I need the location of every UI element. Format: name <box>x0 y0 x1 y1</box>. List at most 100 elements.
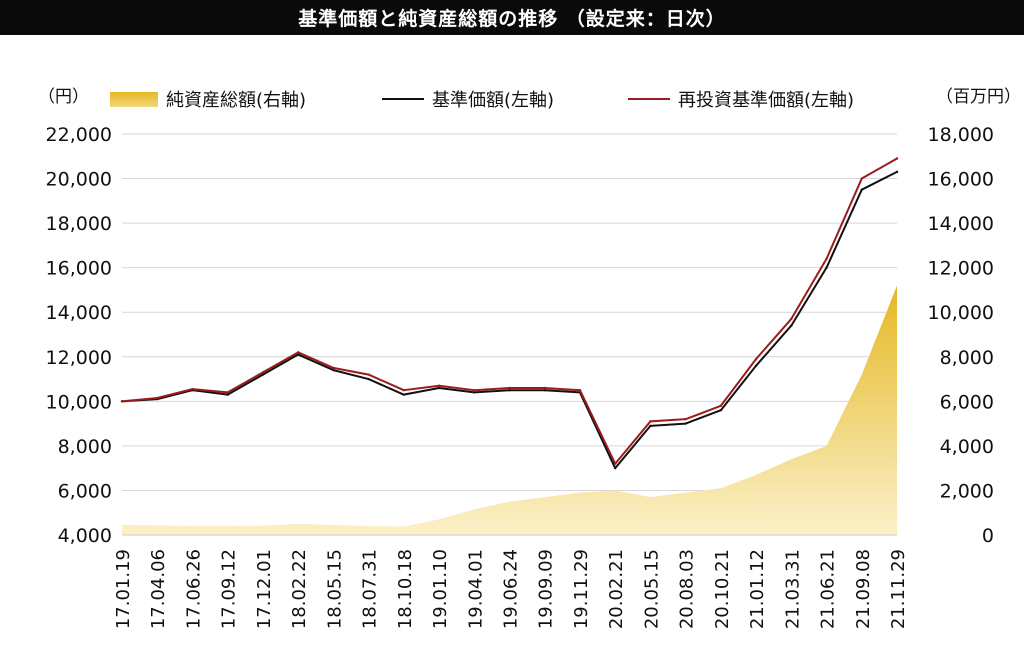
legend-item-nav: 基準価額(左軸) <box>382 86 554 112</box>
nav-line-point <box>684 422 687 425</box>
reinvested-nav-line-point <box>790 317 793 321</box>
nav-line-point <box>719 409 723 412</box>
x-tick-label: 18.02.22 <box>289 549 310 629</box>
nav-line-point <box>649 424 652 428</box>
legend-item-reinvested: 再投資基準価額(左軸) <box>628 86 854 112</box>
y-right-tick-label: 6,000 <box>940 391 994 413</box>
x-tick-label: 19.11.29 <box>571 549 592 629</box>
reinvested-nav-line-point <box>578 388 582 392</box>
reinvested-nav-line-point <box>332 366 335 370</box>
y-right-tick-label: 12,000 <box>928 258 994 280</box>
x-tick-label: 19.01.10 <box>430 549 451 629</box>
left-axis-unit: （円） <box>38 87 89 107</box>
nav-line <box>121 170 898 470</box>
reinvested-nav-line-point <box>296 351 300 354</box>
reinvested-nav-line-point <box>261 371 265 374</box>
x-tick-label: 20.10.21 <box>712 549 733 629</box>
x-tick-label: 20.02.21 <box>606 549 627 629</box>
x-tick-label: 20.08.03 <box>677 549 698 629</box>
legend-label-aum: 純資産総額(右軸) <box>166 90 307 111</box>
reinvested-nav-line-point <box>754 357 758 361</box>
x-tick-label: 21.01.12 <box>747 549 768 629</box>
y-left-tick-label: 22,000 <box>46 124 112 146</box>
y-right-tick-label: 14,000 <box>928 213 994 235</box>
reinvested-nav-line-point <box>437 384 441 387</box>
reinvested-nav-line-point <box>649 420 652 423</box>
nav-line-point <box>437 386 441 390</box>
reinvested-nav-line <box>121 157 898 465</box>
y-left-tick-label: 4,000 <box>58 525 112 547</box>
nav-line-point <box>860 188 863 191</box>
reinvested-nav-line-point <box>543 386 546 390</box>
legend-label-nav: 基準価額(左軸) <box>432 90 555 111</box>
y-right-tick-label: 16,000 <box>928 169 994 191</box>
nav-line-point <box>332 368 335 372</box>
nav-line-point <box>508 388 511 392</box>
reinvested-nav-line-point <box>825 257 828 260</box>
reinvested-nav-line-point <box>367 373 370 376</box>
nav-line-point <box>754 364 758 367</box>
x-tick-label: 17.04.06 <box>148 549 169 629</box>
x-tick-label: 20.05.15 <box>641 549 662 629</box>
y-left-tick-label: 14,000 <box>46 302 112 324</box>
nav-line-point <box>367 377 370 381</box>
nav-line-point <box>895 170 899 174</box>
chart-title: 基準価額と純資産総額の推移 （設定来：日次） <box>298 8 726 30</box>
x-tick-label: 17.06.26 <box>183 549 204 629</box>
x-tick-label: 17.09.12 <box>219 549 240 629</box>
x-tick-label: 21.03.31 <box>782 549 803 629</box>
x-tick-label: 19.06.24 <box>501 549 522 629</box>
y-left-tick-label: 16,000 <box>46 258 112 280</box>
x-tick-label: 21.11.29 <box>888 549 909 629</box>
nav-line-point <box>825 266 828 269</box>
x-tick-label: 19.09.09 <box>536 549 557 629</box>
y-left-tick-label: 8,000 <box>58 436 112 458</box>
nav-line-point <box>543 388 546 392</box>
right-axis-unit: （百万円） <box>936 87 1021 107</box>
x-tick-label: 19.04.01 <box>465 549 486 629</box>
nav-line-point <box>613 466 617 470</box>
y-left-tick-label: 10,000 <box>46 391 112 413</box>
reinvested-nav-line-point <box>719 404 723 407</box>
nav-line-point <box>261 373 265 376</box>
y-right-tick-label: 8,000 <box>940 347 994 369</box>
x-tick-label: 17.12.01 <box>254 549 275 629</box>
x-tick-label: 18.07.31 <box>360 549 381 629</box>
x-tick-label: 21.06.21 <box>818 549 839 629</box>
reinvested-nav-line-point <box>684 417 687 421</box>
aum-area <box>122 285 897 535</box>
reinvested-nav-line-point <box>895 157 899 160</box>
reinvested-nav-line-point <box>156 396 159 400</box>
reinvested-nav-line-point <box>473 388 476 392</box>
reinvested-nav-line-point <box>613 462 617 465</box>
y-right-tick-label: 2,000 <box>940 480 994 502</box>
x-tick-label: 18.10.18 <box>395 549 416 629</box>
nav-line-point <box>473 391 476 394</box>
nav-line-point <box>226 393 229 396</box>
legend-swatch-nav <box>382 98 424 100</box>
nav-line-point <box>790 324 793 327</box>
y-left-tick-label: 18,000 <box>46 213 112 235</box>
x-tick-label: 17.01.19 <box>113 549 134 629</box>
reinvested-nav-line-point <box>508 386 511 390</box>
legend-item-aum: 純資産総額(右軸) <box>110 86 306 112</box>
legend-swatch-reinvested <box>628 98 670 100</box>
nav-line-point <box>402 393 406 396</box>
legend-label-reinvested: 再投資基準価額(左軸) <box>678 90 855 111</box>
y-left-tick-label: 20,000 <box>46 169 112 191</box>
chart-title-bar: 基準価額と純資産総額の推移 （設定来：日次） <box>0 0 1024 35</box>
reinvested-nav-line-point <box>226 391 229 394</box>
x-tick-label: 18.05.15 <box>324 549 345 629</box>
legend-swatch-aum <box>110 91 158 107</box>
reinvested-nav-line-point <box>860 177 863 180</box>
y-right-tick-label: 18,000 <box>928 124 994 146</box>
y-right-tick-label: 10,000 <box>928 302 994 324</box>
y-right-tick-label: 0 <box>982 525 994 547</box>
nav-line-point <box>296 353 300 356</box>
y-left-tick-label: 12,000 <box>46 347 112 369</box>
reinvested-nav-line-point <box>120 400 124 403</box>
reinvested-nav-line-point <box>191 387 194 391</box>
reinvested-nav-line-point <box>402 388 406 392</box>
y-right-tick-label: 4,000 <box>940 436 994 458</box>
